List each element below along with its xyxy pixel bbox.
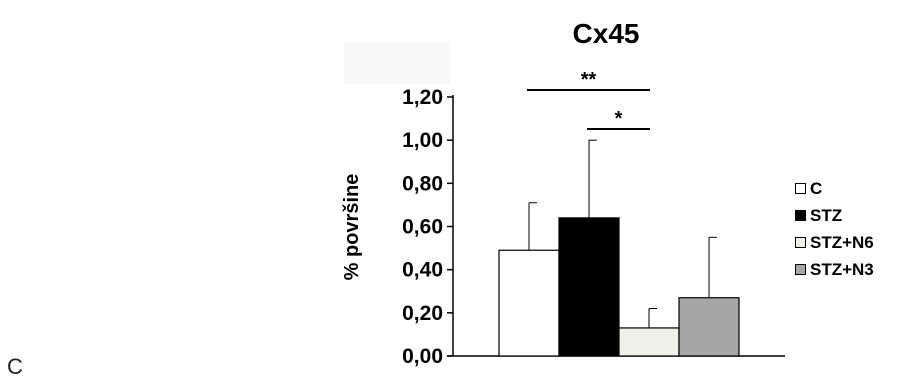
legend-label: C <box>810 178 823 198</box>
y-tick-label: 0,20 <box>402 302 443 325</box>
y-tick-label: 0,80 <box>402 172 443 195</box>
y-tick-label: 0,60 <box>402 216 443 239</box>
legend-item: C <box>795 175 874 202</box>
legend: C STZ STZ+N6 STZ+N3 <box>795 175 874 283</box>
legend-item: STZ+N3 <box>795 256 874 283</box>
bar-c <box>498 249 560 357</box>
significance-label: ** <box>581 69 597 91</box>
panel-letter: C <box>7 354 23 379</box>
background-patch <box>344 42 450 84</box>
y-tick-label: 1,20 <box>402 86 443 109</box>
y-tick-label: 1,00 <box>402 129 443 152</box>
y-tick-label: 0,00 <box>402 345 443 368</box>
legend-swatch <box>795 237 806 248</box>
legend-label: STZ <box>810 205 843 225</box>
legend-swatch <box>795 183 806 194</box>
bar-stz <box>558 217 620 357</box>
legend-swatch <box>795 210 806 221</box>
legend-swatch <box>795 264 806 275</box>
bar-stz-n3 <box>678 297 740 357</box>
legend-label: STZ+N3 <box>810 259 874 279</box>
legend-label: STZ+N6 <box>810 232 874 252</box>
legend-item: STZ+N6 <box>795 229 874 256</box>
bar-stz-n6 <box>618 327 680 357</box>
y-tick-label: 0,40 <box>402 259 443 282</box>
chart-title: Cx45 <box>573 18 640 49</box>
legend-item: STZ <box>795 202 874 229</box>
significance-label: * <box>615 108 623 130</box>
y-axis-label: % površine <box>341 174 363 281</box>
